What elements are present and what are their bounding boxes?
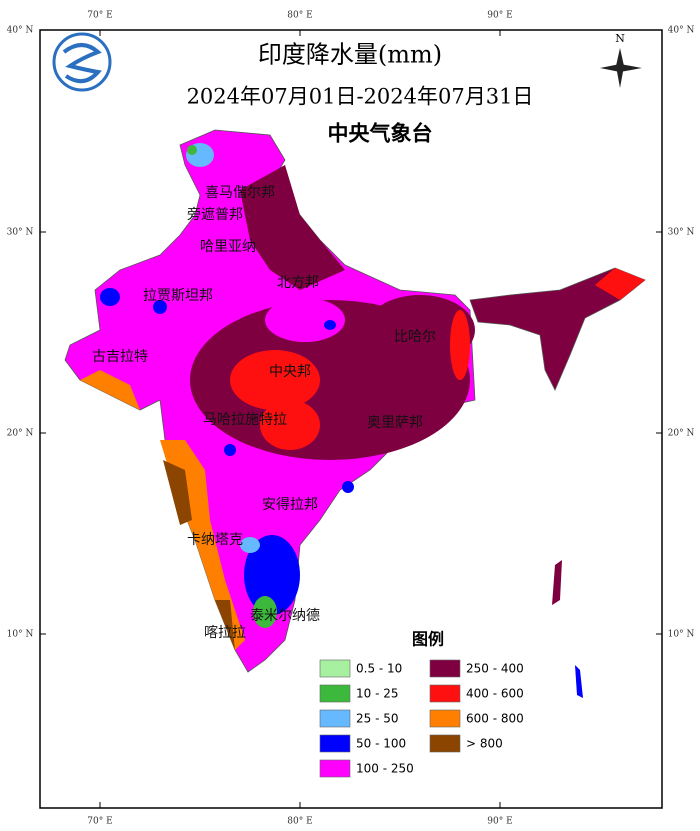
graticule: 70° E 80° E 90° E 70° E 80° E 90° E 40° N 30° N…	[7, 11, 695, 827]
blob	[595, 268, 645, 300]
graticule-label: 80° E	[287, 817, 312, 827]
legend-swatch	[319, 659, 351, 678]
blob	[240, 165, 345, 290]
map-agency: 中央气象台	[328, 121, 433, 146]
legend-label: 600 - 800	[466, 712, 524, 726]
graticule-label: 20° N	[668, 429, 695, 439]
region-label: 拉贾斯坦邦	[143, 288, 213, 304]
blob	[230, 350, 320, 410]
graticule-label: 80° E	[287, 11, 312, 21]
map-title: 印度降水量(mm)	[258, 41, 442, 69]
region-label: 喀拉拉	[204, 625, 246, 641]
blob	[253, 596, 277, 628]
region-label: 马哈拉施特拉	[203, 412, 287, 428]
compass-label: N	[615, 32, 625, 45]
region-label: 卡纳塔克	[187, 532, 243, 548]
legend-label: 50 - 100	[356, 737, 406, 751]
graticule-label: 90° E	[487, 817, 512, 827]
blob	[100, 288, 120, 306]
blob	[187, 145, 197, 155]
graticule-label: 10° N	[7, 630, 34, 640]
region-label: 哈里亚纳	[200, 239, 256, 255]
legend-title: 图例	[412, 630, 444, 649]
islands	[575, 665, 583, 698]
blob	[215, 600, 235, 650]
region-labels: 喜马偕尔邦 旁遮普邦 哈里亚纳 拉贾斯坦邦 北方邦 比哈尔 古吉拉特 中央邦 马…	[92, 184, 436, 641]
legend-swatch	[319, 709, 351, 728]
legend-label: 25 - 50	[356, 712, 399, 726]
legend-label: > 800	[466, 737, 503, 751]
region-label: 旁遮普邦	[187, 206, 243, 223]
blob	[265, 298, 345, 342]
graticule-label: 70° E	[87, 11, 112, 21]
blob	[244, 535, 300, 615]
graticule-label: 70° E	[87, 817, 112, 827]
graticule-label: 40° N	[668, 26, 695, 36]
graticule-label: 40° N	[7, 26, 34, 36]
map-period: 2024年07月01日-2024年07月31日	[187, 85, 534, 109]
blob	[80, 370, 140, 410]
blob	[450, 310, 470, 380]
blob	[342, 481, 354, 493]
region-label: 泰米尔纳德	[250, 608, 320, 624]
legend-label: 250 - 400	[466, 662, 524, 676]
legend-label: 400 - 600	[466, 687, 524, 701]
blob	[365, 295, 475, 365]
blob	[224, 444, 236, 456]
legend-swatch	[319, 684, 351, 703]
legend-swatch	[429, 659, 461, 678]
legend-label: 100 - 250	[356, 762, 414, 776]
graticule-label: 30° N	[668, 228, 695, 238]
logo	[52, 32, 112, 92]
region-label: 中央邦	[269, 364, 311, 380]
graticule-label: 10° N	[668, 630, 695, 640]
region-label: 安得拉邦	[262, 496, 318, 513]
region-label: 喜马偕尔邦	[205, 184, 275, 201]
northeast	[469, 267, 646, 391]
graticule-label: 30° N	[7, 228, 34, 238]
graticule-label: 20° N	[7, 429, 34, 439]
region-label: 北方邦	[277, 275, 319, 291]
legend-swatch	[319, 734, 351, 753]
region-label: 比哈尔	[394, 329, 436, 345]
legend-label: 0.5 - 10	[356, 662, 402, 676]
blob	[163, 460, 192, 525]
region-label: 奥里萨邦	[367, 414, 423, 431]
legend-swatch	[319, 759, 351, 778]
legend-swatch	[429, 734, 461, 753]
blob	[153, 300, 167, 314]
blob	[324, 320, 336, 330]
legend-swatch	[429, 684, 461, 703]
islands	[552, 560, 562, 605]
compass: N	[600, 32, 642, 88]
region-label: 古吉拉特	[92, 349, 148, 365]
legend-swatch	[429, 709, 461, 728]
graticule-label: 90° E	[487, 11, 512, 21]
blob	[240, 537, 260, 553]
india-map	[64, 129, 646, 698]
legend-label: 10 - 25	[356, 687, 399, 701]
legend: 图例 0.5 - 10 10 - 25 25 - 50 50 - 100 100 - 2…	[319, 630, 524, 778]
blob	[260, 400, 320, 450]
